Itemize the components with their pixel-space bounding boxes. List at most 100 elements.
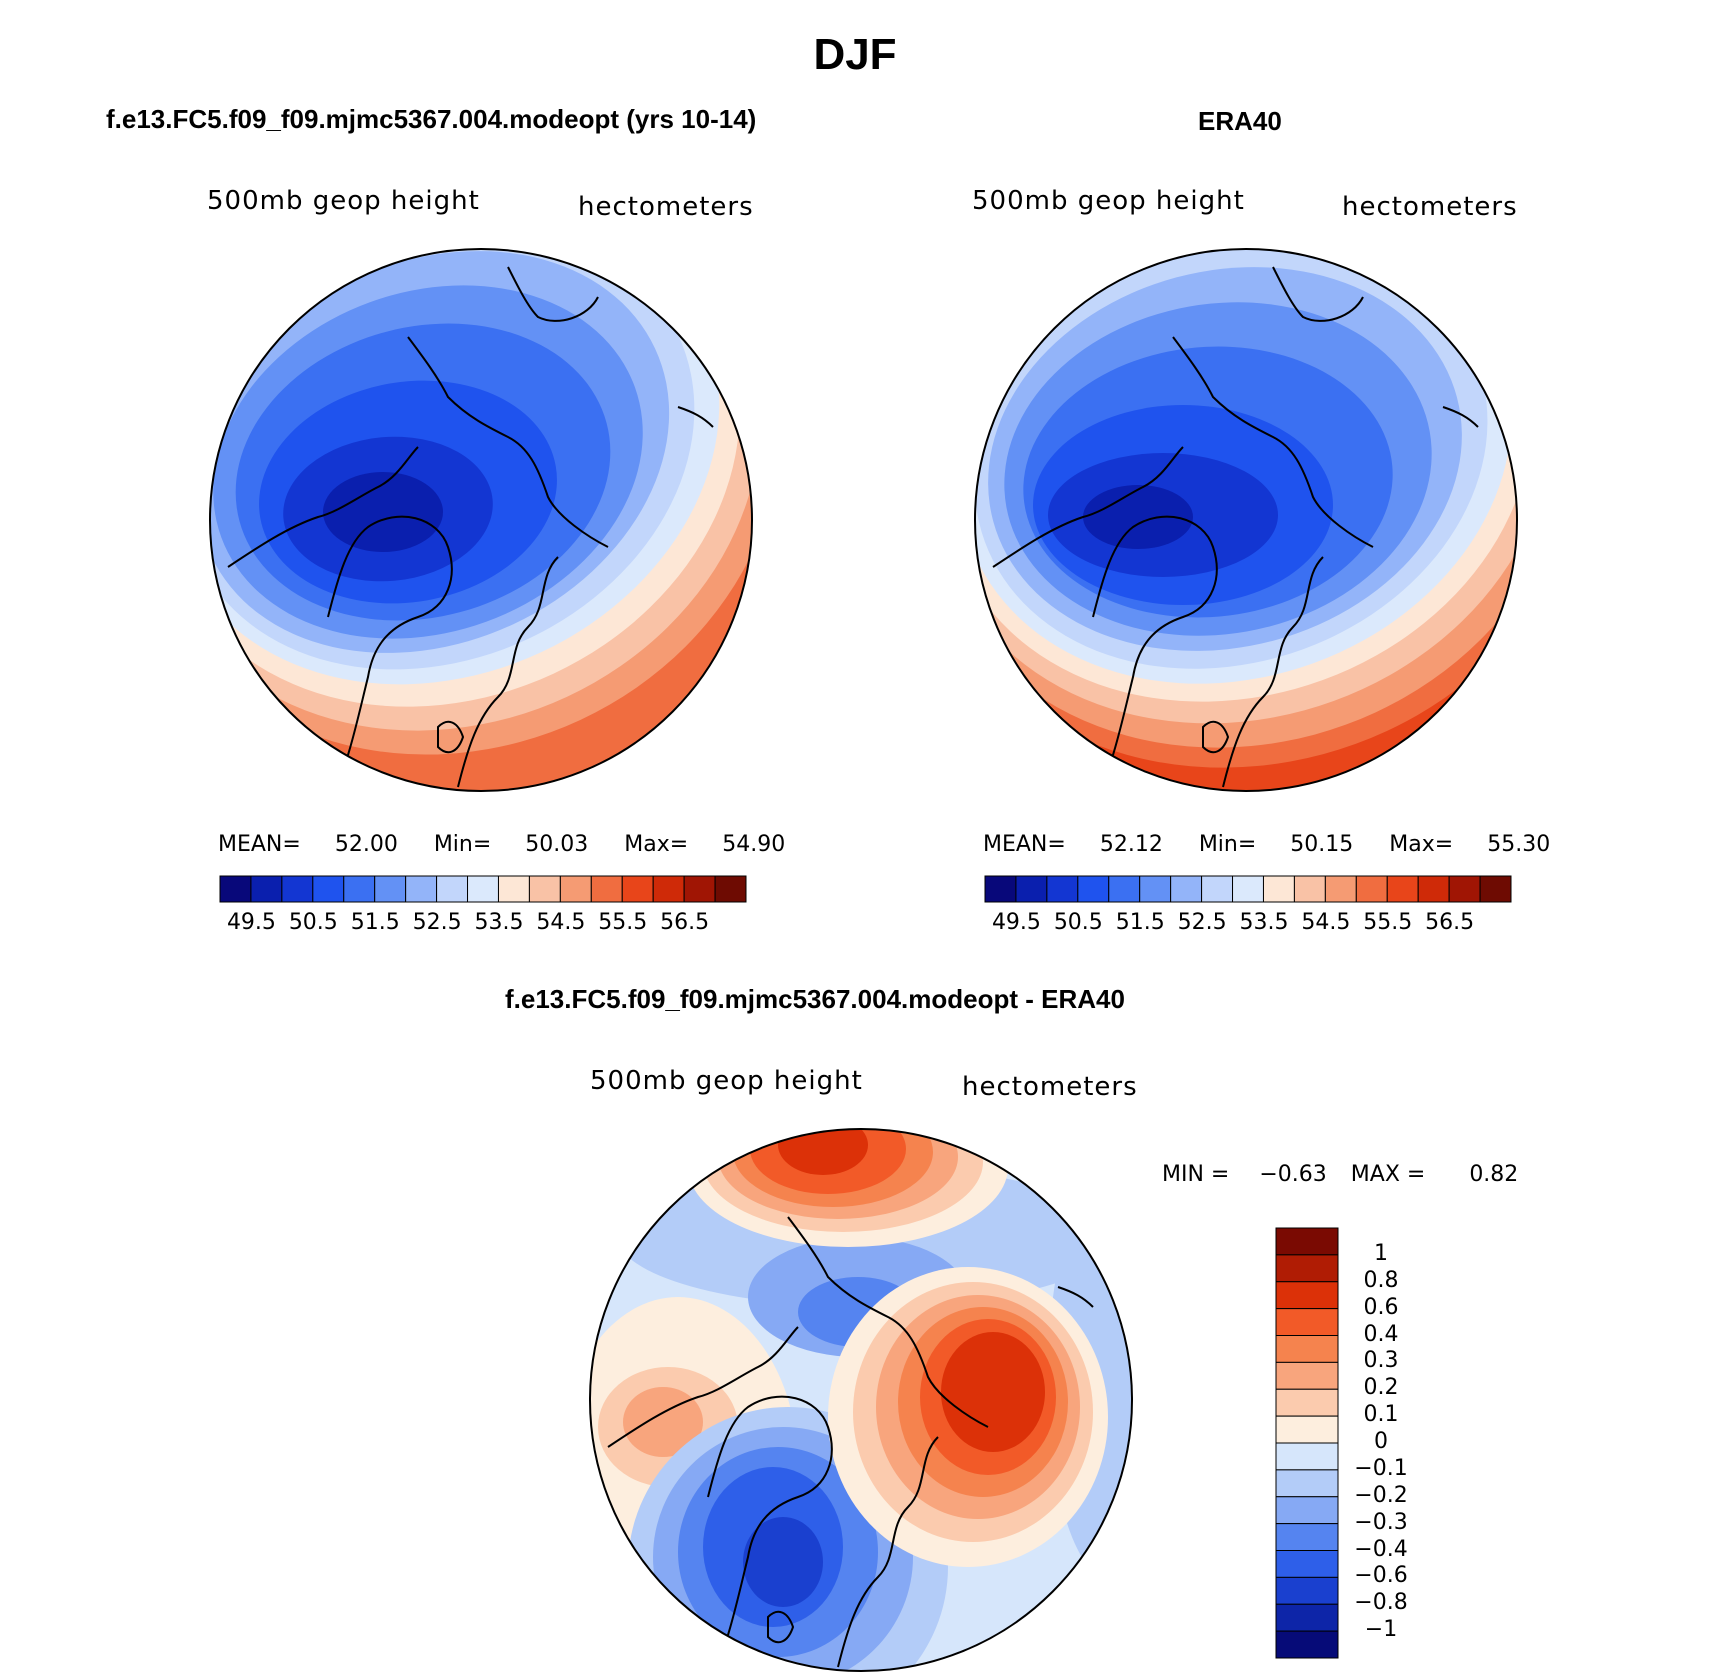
obs-colorbar-tick-label: 51.5 [1115,910,1165,935]
obs-colorbar-tick-label: 50.5 [1053,910,1103,935]
model-units-label: hectometers [578,192,754,222]
model-colorbar-swatch [683,875,716,903]
model-mean-value: 52.00 [334,832,398,857]
diff-colorbar-swatch [1275,1550,1339,1578]
model-colorbar-swatch [250,875,283,903]
model-min-label: Min= [433,832,492,857]
obs-colorbar-swatch [1355,875,1388,903]
obs-colorbar-tick-label: 49.5 [991,910,1041,935]
model-colorbar-tick-label: 53.5 [474,910,524,935]
diff-min-label: MIN = [1162,1162,1230,1187]
diff-panel-title: f.e13.FC5.f09_f09.mjmc5367.004.modeopt -… [505,984,1125,1014]
diff-min-value: −0.63 [1259,1162,1327,1187]
obs-colorbar-tick-label: 55.5 [1363,910,1413,935]
obs-colorbar-labels: 49.5 50.5 51.5 52.5 53.5 54.5 55.5 56.5 [983,910,1513,938]
diff-colorbar-swatch [1275,1630,1339,1659]
model-colorbar-swatch [621,875,654,903]
model-colorbar-tick-label: 51.5 [350,910,400,935]
model-min-value: 50.03 [525,832,589,857]
model-colorbar-tick-label: 52.5 [412,910,462,935]
obs-colorbar-swatch [1448,875,1481,903]
model-colorbar-swatch [219,875,252,903]
diff-units-label: hectometers [962,1072,1138,1102]
model-max-label: Max= [624,832,689,857]
model-colorbar-swatch [343,875,376,903]
obs-colorbar-swatch [1077,875,1110,903]
diff-colorbar-swatch [1275,1415,1339,1444]
diff-colorbar-swatch [1275,1523,1339,1551]
diff-colorbar-swatch [1275,1281,1339,1310]
diff-colorbar-tick-label: −0.4 [1354,1536,1408,1562]
model-colorbar-swatch [528,875,561,903]
obs-colorbar-swatch [1324,875,1357,903]
model-colorbar-tick-label: 55.5 [598,910,648,935]
diff-variable-label: 500mb geop height [590,1066,863,1096]
model-colorbar-tick-label: 50.5 [288,910,338,935]
diff-colorbar-tick-label: −0.2 [1354,1482,1408,1508]
obs-colorbar-swatch [1170,875,1203,903]
obs-colorbar-swatch [1201,875,1234,903]
diff-colorbar-swatch [1275,1442,1339,1471]
diff-max-label: MAX = [1350,1162,1426,1187]
obs-colorbar-tick-label: 53.5 [1239,910,1289,935]
obs-polar-map [974,248,1518,792]
obs-colorbar-swatch [1479,875,1512,903]
diff-colorbar-swatch [1275,1469,1339,1498]
figure-title: DJF [813,30,897,79]
model-colorbar-swatch [281,875,314,903]
diff-colorbar-tick-label: 0.2 [1363,1375,1399,1401]
model-variable-label: 500mb geop height [207,186,480,216]
obs-colorbar-swatch [1108,875,1141,903]
model-colorbar-swatch [436,875,469,903]
obs-colorbar-swatch [1015,875,1048,903]
obs-mean-label: MEAN= [983,832,1066,857]
obs-colorbar-swatch [1262,875,1295,903]
diff-colorbar-swatch [1275,1254,1339,1283]
diff-colorbar-swatch [1275,1496,1339,1525]
obs-units-label: hectometers [1342,192,1518,222]
diff-colorbar-tick-label: 0.1 [1363,1402,1399,1428]
obs-colorbar-swatch [1139,875,1172,903]
diff-colorbar-labels: 1 0.8 0.6 0.4 0.3 0.2 0.1 0 −0.1 −0.2 −0.3 −0.4 −0.6… [1346,1226,1446,1660]
model-colorbar-labels: 49.5 50.5 51.5 52.5 53.5 54.5 55.5 56.5 [218,910,748,938]
obs-colorbar-tick-label: 54.5 [1301,910,1351,935]
diff-colorbar-tick-label: 1 [1374,1240,1388,1266]
diff-colorbar-swatch [1275,1308,1339,1336]
obs-colorbar-tick-label: 56.5 [1425,910,1475,935]
obs-panel-title: ERA40 [1198,106,1282,136]
diff-colorbar-tick-label: −0.3 [1354,1509,1408,1535]
model-colorbar [219,875,747,903]
diff-colorbar-swatch [1275,1227,1339,1256]
diff-colorbar-swatch [1275,1603,1339,1632]
model-max-value: 54.90 [722,832,786,857]
obs-colorbar-tick-label: 52.5 [1177,910,1227,935]
diff-max-value: 0.82 [1469,1162,1519,1187]
obs-colorbar-swatch [984,875,1017,903]
diff-colorbar-swatch [1275,1388,1339,1417]
model-colorbar-swatch [497,875,530,903]
obs-colorbar [984,875,1512,903]
obs-colorbar-swatch [1386,875,1419,903]
diff-colorbar-tick-label: 0.3 [1363,1348,1399,1374]
model-colorbar-tick-label: 54.5 [536,910,586,935]
model-colorbar-swatch [374,875,407,903]
diff-colorbar-tick-label: 0.4 [1363,1321,1399,1347]
model-panel-title: f.e13.FC5.f09_f09.mjmc5367.004.modeopt (… [106,104,757,134]
model-colorbar-swatch [312,875,345,903]
model-polar-map [209,248,753,792]
diff-colorbar-swatch [1275,1361,1339,1390]
diff-colorbar-tick-label: 0.8 [1363,1267,1399,1293]
model-colorbar-swatch [405,875,438,903]
diff-colorbar-tick-label: 0.6 [1363,1294,1399,1320]
obs-colorbar-swatch [1232,875,1264,903]
diff-colorbar-tick-label: −0.8 [1354,1590,1408,1616]
diff-colorbar-tick-label: −0.6 [1354,1563,1408,1589]
diff-colorbar-tick-label: −0.1 [1354,1455,1408,1481]
diff-colorbar-swatch [1275,1335,1339,1363]
model-colorbar-swatch [559,875,592,903]
diff-colorbar-swatch [1275,1576,1339,1605]
diff-colorbar [1275,1227,1339,1659]
model-colorbar-swatch [652,875,685,903]
obs-min-value: 50.15 [1290,832,1354,857]
diff-colorbar-tick-label: 0 [1374,1429,1388,1454]
